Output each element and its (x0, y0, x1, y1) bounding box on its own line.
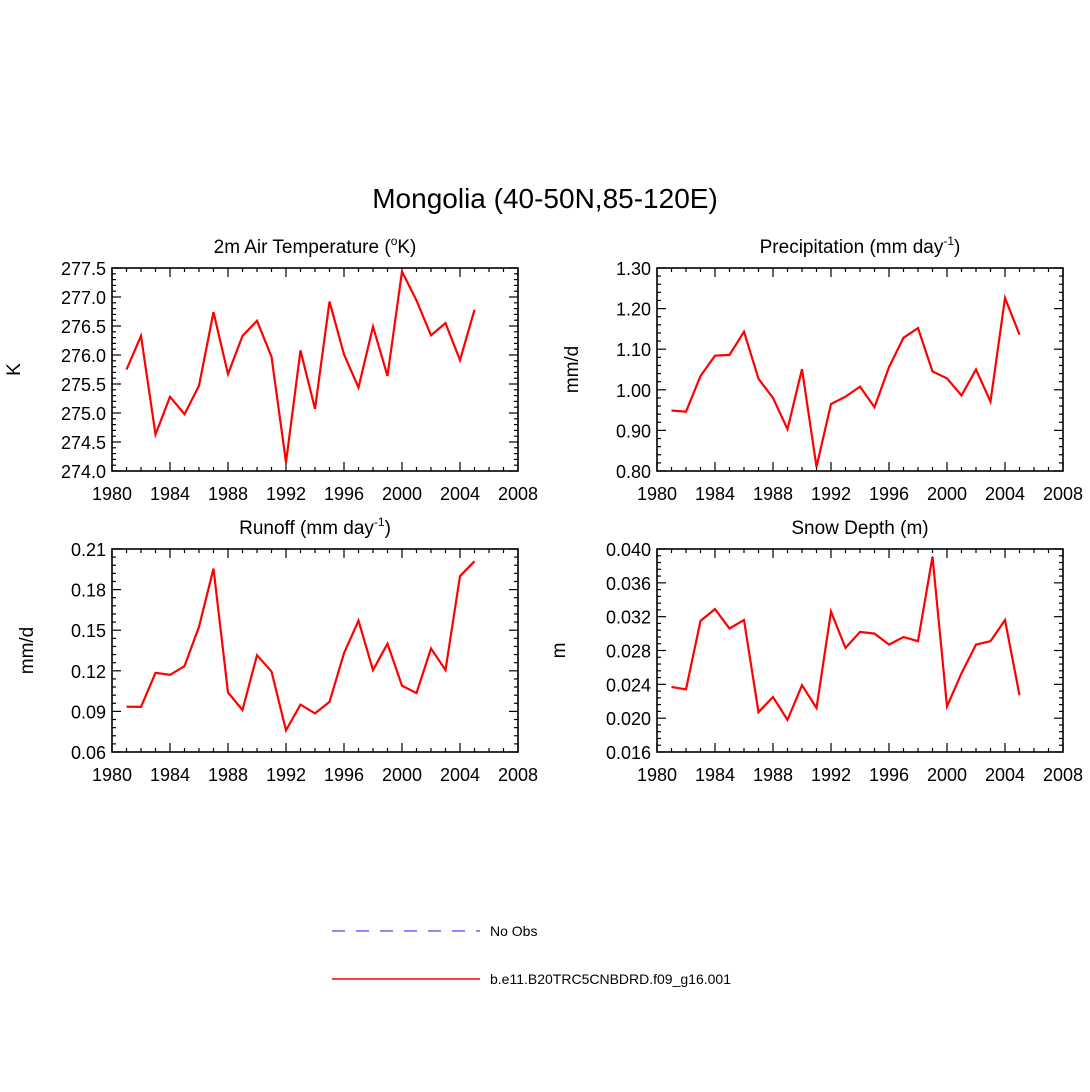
x-tick-label: 2008 (498, 484, 538, 504)
panel-temperature: 1980 1984 1988 1992 1996 2000 2004 2008 274.0 274… (4, 234, 538, 504)
legend-label-model: b.e11.B20TRC5CNBDRD.f09_g16.001 (490, 971, 731, 987)
x-tick-label: 1988 (208, 765, 248, 785)
y-axis-label: m (549, 643, 570, 659)
x-tick-label: 1980 (92, 765, 132, 785)
x-tick-label: 2004 (985, 484, 1025, 504)
x-tick-label: 2000 (927, 765, 967, 785)
x-tick-label: 2004 (985, 765, 1025, 785)
y-tick-label: 0.016 (606, 743, 651, 763)
y-tick-label: 274.5 (61, 433, 106, 453)
x-tick-label: 2000 (382, 484, 422, 504)
x-tick-label: 1980 (92, 484, 132, 504)
x-tick-label: 2000 (927, 484, 967, 504)
x-tick-label: 1980 (637, 484, 677, 504)
x-tick-label: 1988 (208, 484, 248, 504)
y-tick-label: 0.028 (606, 642, 651, 662)
panel-precipitation: 1980 1984 1988 1992 1996 2000 2004 2008 0.80 0.90… (562, 234, 1083, 504)
x-tick-label: 1984 (695, 765, 735, 785)
y-tick-label: 0.21 (71, 540, 106, 560)
y-tick-label: 0.024 (606, 675, 651, 695)
legend: No Obs b.e11.B20TRC5CNBDRD.f09_g16.001 (332, 923, 731, 987)
y-tick-label: 0.09 (71, 702, 106, 722)
x-tick-label: 2008 (1043, 484, 1083, 504)
x-tick-label: 2008 (1043, 765, 1083, 785)
panel-title: Snow Depth (m) (791, 518, 928, 539)
x-tick-label: 1988 (753, 765, 793, 785)
panel-title: Precipitation (mm day-1) (760, 234, 961, 258)
x-tick-label: 1992 (811, 484, 851, 504)
y-tick-label: 274.0 (61, 462, 106, 482)
panel-runoff: 1980 1984 1988 1992 1996 2000 2004 2008 0.06 0.09… (17, 515, 538, 785)
y-tick-label: 275.0 (61, 404, 106, 424)
y-tick-label: 1.10 (616, 340, 651, 360)
y-tick-label: 277.5 (61, 259, 106, 279)
y-tick-label: 275.5 (61, 375, 106, 395)
y-tick-label: 276.5 (61, 317, 106, 337)
x-tick-label: 1988 (753, 484, 793, 504)
y-tick-label: 0.90 (616, 421, 651, 441)
y-tick-label: 0.06 (71, 743, 106, 763)
y-tick-label: 0.036 (606, 574, 651, 594)
y-tick-label: 0.020 (606, 709, 651, 729)
x-tick-label: 2008 (498, 765, 538, 785)
plot-frame (111, 548, 519, 753)
x-tick-label: 2004 (440, 484, 480, 504)
series-line (126, 560, 476, 734)
series-line (671, 293, 1021, 468)
y-tick-label: 277.0 (61, 288, 106, 308)
x-tick-label: 1984 (695, 484, 735, 504)
x-tick-label: 1984 (150, 765, 190, 785)
y-tick-label: 0.032 (606, 608, 651, 628)
x-tick-label: 1980 (637, 765, 677, 785)
y-tick-label: 1.30 (616, 259, 651, 279)
x-tick-label: 2000 (382, 765, 422, 785)
x-tick-label: 1992 (266, 765, 306, 785)
y-tick-label: 0.040 (606, 540, 651, 560)
panel-title: Runoff (mm day-1) (239, 515, 391, 539)
y-tick-label: 0.80 (616, 462, 651, 482)
y-tick-label: 0.18 (71, 581, 106, 601)
figure-title: Mongolia (40-50N,85-120E) (372, 183, 718, 214)
y-tick-label: 0.15 (71, 621, 106, 641)
plot-frame (656, 548, 1064, 753)
y-axis-label: mm/d (17, 627, 38, 675)
legend-label-no-obs: No Obs (490, 923, 537, 939)
panel-title: 2m Air Temperature (oK) (214, 234, 417, 258)
y-tick-label: 0.12 (71, 662, 106, 682)
y-tick-label: 276.0 (61, 346, 106, 366)
plot-frame (656, 267, 1064, 472)
x-tick-label: 1996 (324, 765, 364, 785)
series-line (671, 556, 1021, 723)
x-tick-label: 1992 (266, 484, 306, 504)
y-tick-label: 1.20 (616, 300, 651, 320)
x-tick-label: 1984 (150, 484, 190, 504)
y-tick-label: 1.00 (616, 381, 651, 401)
x-tick-label: 1996 (324, 484, 364, 504)
x-tick-label: 1992 (811, 765, 851, 785)
y-axis-label: mm/d (562, 346, 583, 394)
x-tick-label: 2004 (440, 765, 480, 785)
series-line (125, 267, 476, 463)
x-tick-label: 1996 (869, 765, 909, 785)
panel-snow-depth: 1980 1984 1988 1992 1996 2000 2004 2008 0.016 0.0… (549, 518, 1083, 785)
y-axis-label: K (4, 363, 25, 376)
plot-frame (111, 267, 519, 472)
x-tick-label: 1996 (869, 484, 909, 504)
